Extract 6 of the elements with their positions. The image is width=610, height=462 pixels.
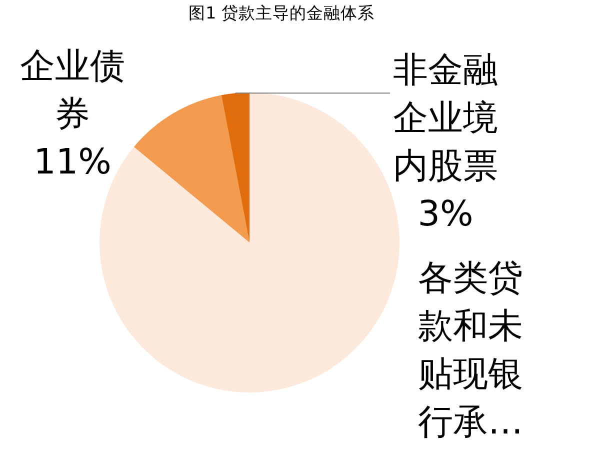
slice-label: 各类贷款和未贴现银行承… bbox=[418, 258, 523, 442]
slice-label: 企业债券 bbox=[20, 46, 125, 134]
data-label: 3% bbox=[418, 194, 474, 234]
data-label: 11% bbox=[34, 142, 112, 182]
slice-label: 非金融企业境内股票 bbox=[393, 50, 498, 186]
chart-title: 图1 贷款主导的金融体系 bbox=[188, 4, 374, 22]
